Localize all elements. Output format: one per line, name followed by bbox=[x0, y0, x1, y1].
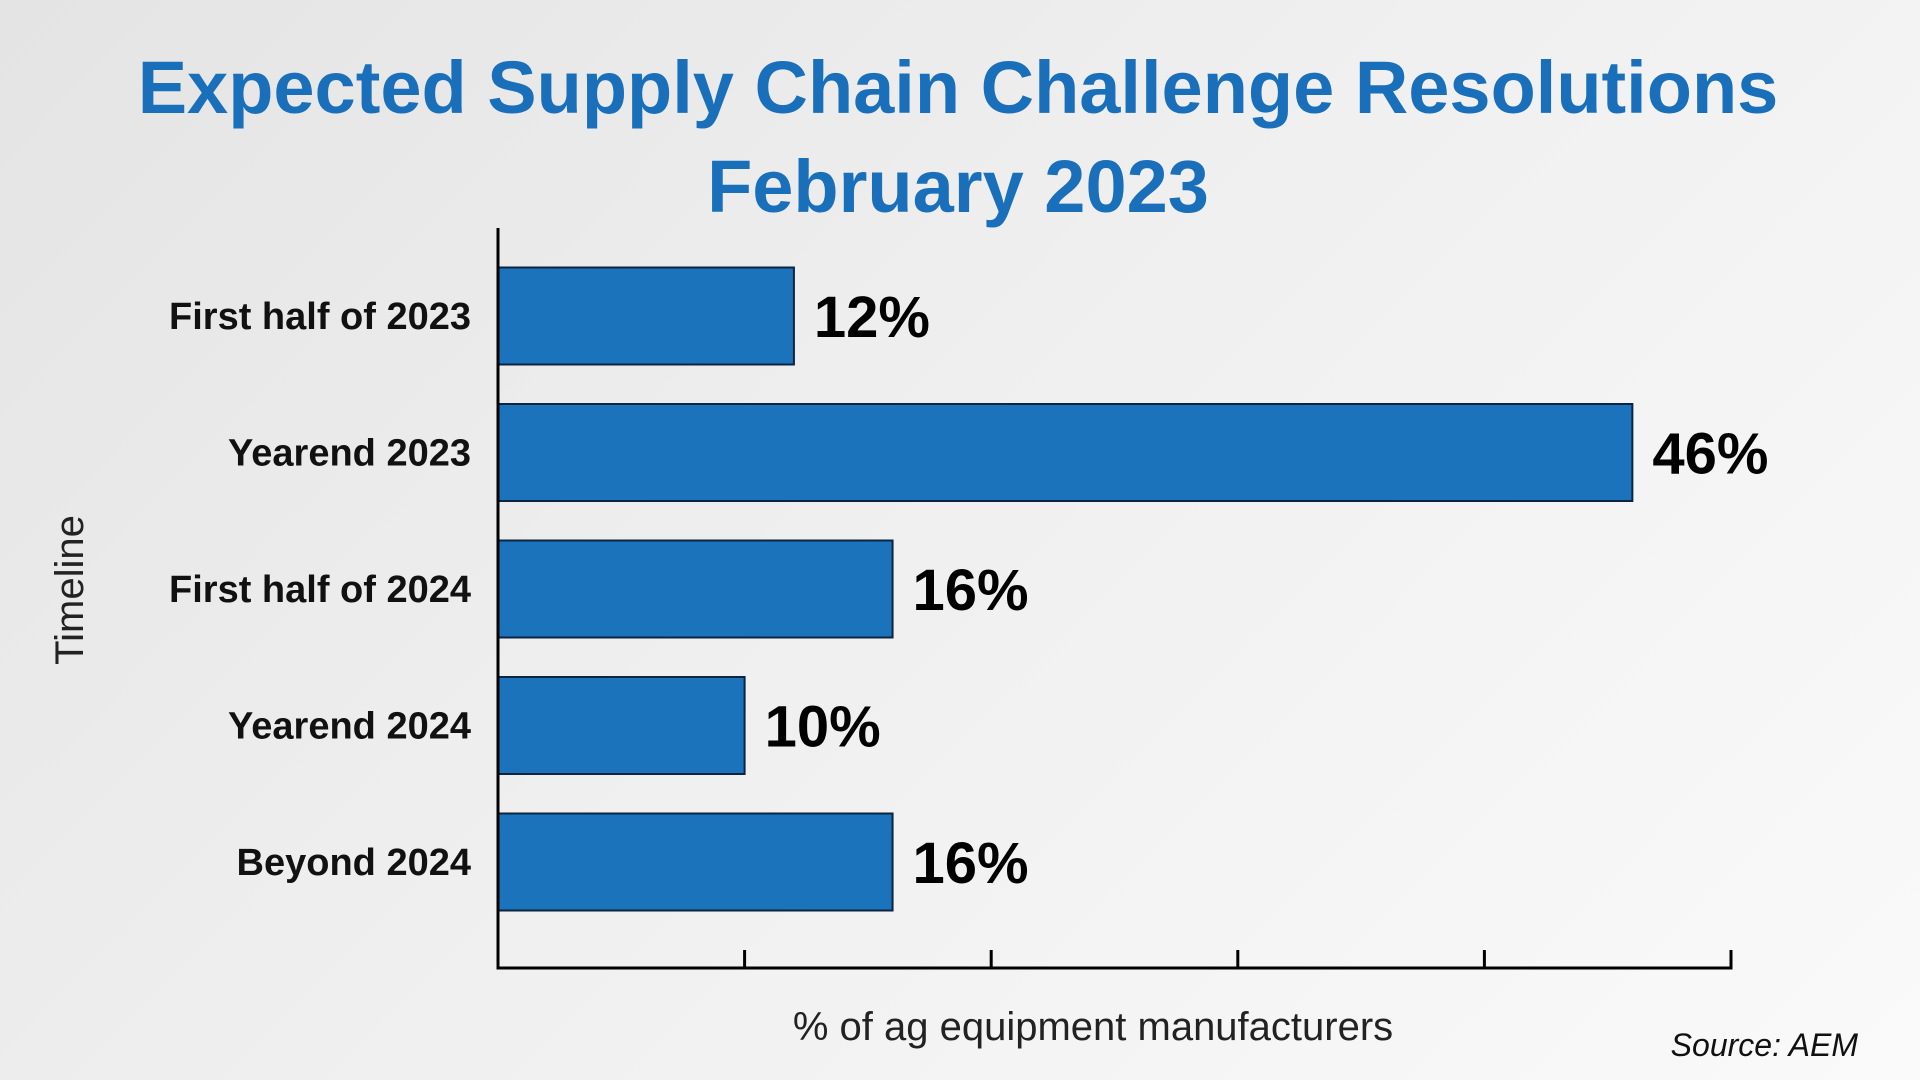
bars-layer bbox=[497, 266, 1634, 912]
chart-title: Expected Supply Chain Challenge Resoluti… bbox=[138, 46, 1779, 129]
data-label: 12% bbox=[814, 285, 930, 350]
bar bbox=[497, 812, 894, 912]
category-labels: First half of 2023 Yearend 2023 First half… bbox=[169, 296, 471, 884]
bar bbox=[497, 266, 795, 366]
bar bbox=[497, 676, 746, 775]
data-label: 16% bbox=[913, 558, 1029, 623]
category-label: First half of 2023 bbox=[169, 296, 471, 338]
source-note: Source: AEM bbox=[1671, 1027, 1859, 1063]
bar bbox=[497, 539, 894, 639]
data-label: 46% bbox=[1652, 422, 1768, 487]
data-label: 10% bbox=[765, 695, 881, 760]
axes bbox=[496, 228, 1733, 970]
chart-subtitle: February 2023 bbox=[707, 145, 1209, 228]
category-label: Yearend 2023 bbox=[228, 433, 471, 475]
y-axis-title: Timeline bbox=[48, 515, 92, 665]
x-axis-title: % of ag equipment manufacturers bbox=[793, 1005, 1393, 1049]
bar bbox=[497, 403, 1634, 502]
category-label: Yearend 2024 bbox=[228, 706, 471, 748]
category-label: Beyond 2024 bbox=[237, 842, 471, 884]
category-label: First half of 2024 bbox=[169, 569, 471, 611]
value-labels: 12% 46% 16% 10% 16% bbox=[765, 285, 1769, 896]
data-label: 16% bbox=[913, 831, 1029, 896]
